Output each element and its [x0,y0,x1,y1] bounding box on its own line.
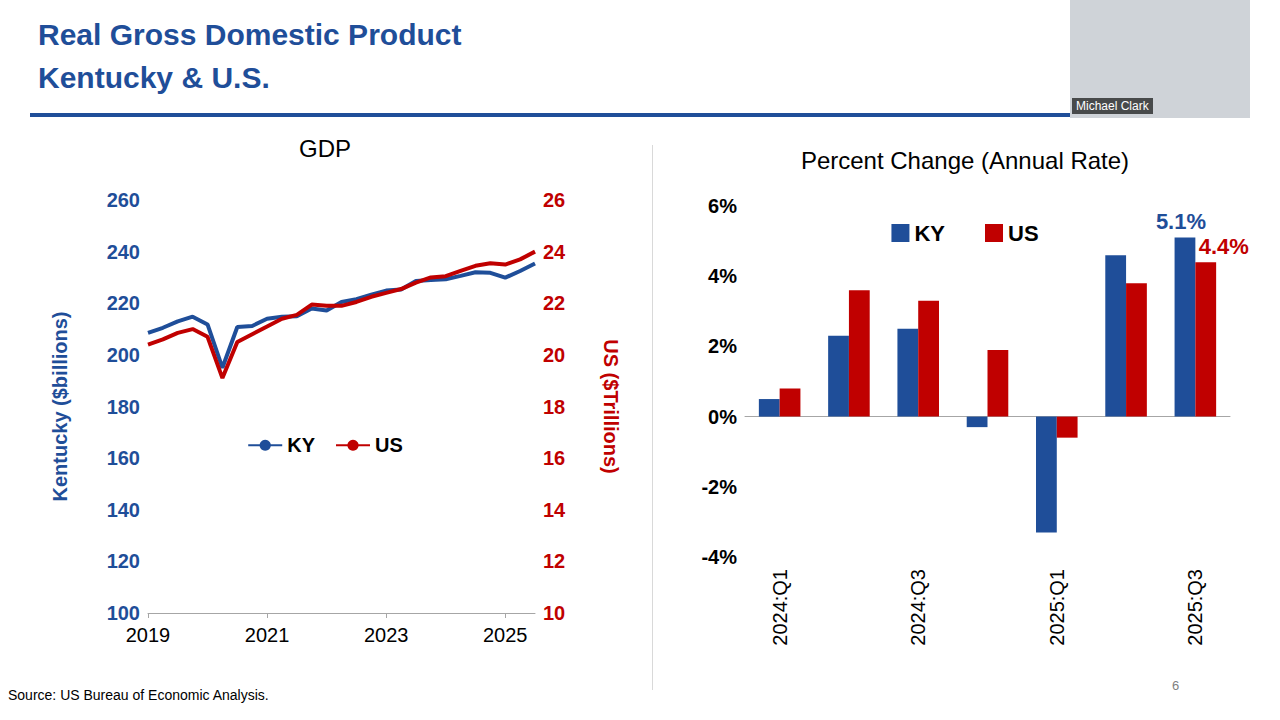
svg-text:4%: 4% [708,265,737,287]
html-text:Real Gross Domestic Product: Real Gross Domestic Product [38,18,462,51]
svg-text:100: 100 [107,602,140,624]
svg-text:-2%: -2% [701,476,737,498]
svg-text:2025:Q1: 2025:Q1 [1046,569,1068,646]
svg-text:2023: 2023 [364,624,409,646]
svg-text:26: 26 [543,189,565,211]
svg-text:KY: KY [287,434,315,456]
svg-text:KY: KY [914,221,945,246]
html-text:Kentucky & U.S.: Kentucky & U.S. [38,61,270,94]
svg-text:220: 220 [107,292,140,314]
svg-text:Kentucky ($billions): Kentucky ($billions) [49,311,71,501]
svg-text:18: 18 [543,396,565,418]
svg-text:200: 200 [107,344,140,366]
svg-text:12: 12 [543,550,565,572]
svg-text:16: 16 [543,447,565,469]
svg-text:260: 260 [107,189,140,211]
svg-text:5.1%: 5.1% [1156,209,1206,234]
svg-text:22: 22 [543,292,565,314]
svg-text:0%: 0% [708,406,737,428]
svg-text:240: 240 [107,241,140,263]
svg-text:US ($Trillions): US ($Trillions) [600,339,622,473]
svg-text:10: 10 [543,602,565,624]
svg-text:2024:Q1: 2024:Q1 [769,569,791,646]
svg-text:20: 20 [543,344,565,366]
svg-text:4.4%: 4.4% [1199,234,1249,259]
svg-text:140: 140 [107,499,140,521]
svg-text:GDP: GDP [299,135,351,162]
svg-text:6%: 6% [708,195,737,217]
svg-text:2%: 2% [708,335,737,357]
svg-text:2025:Q3: 2025:Q3 [1184,569,1206,646]
svg-text:2025: 2025 [483,624,528,646]
svg-text:-4%: -4% [701,546,737,568]
svg-text:160: 160 [107,447,140,469]
svg-text:2019: 2019 [126,624,171,646]
svg-text:Percent Change (Annual Rate): Percent Change (Annual Rate) [801,147,1129,174]
svg-text:14: 14 [543,499,566,521]
svg-text:180: 180 [107,396,140,418]
svg-text:24: 24 [543,241,566,263]
svg-text:2021: 2021 [245,624,290,646]
svg-text:2024:Q3: 2024:Q3 [907,569,929,646]
html-text:Michael Clark: Michael Clark [1076,99,1149,113]
svg-text:US: US [1008,221,1039,246]
html-text:6: 6 [1172,678,1180,693]
html-text:Source: US Bureau of Economic: Source: US Bureau of Economic Analysis. [8,687,269,703]
svg-text:120: 120 [107,550,140,572]
svg-text:US: US [375,434,403,456]
